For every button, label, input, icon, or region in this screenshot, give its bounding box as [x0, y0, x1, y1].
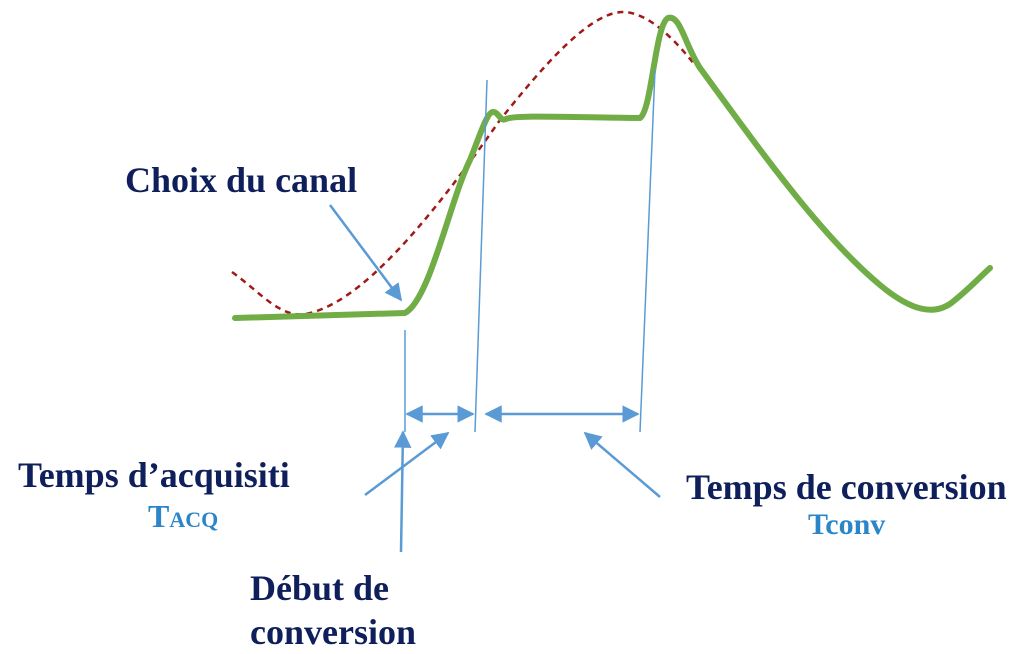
- start-label-line: conversion: [250, 612, 416, 652]
- arrows: [328, 204, 661, 553]
- conversion-label: Temps de conversion: [686, 467, 1007, 507]
- start-label-line: Début de: [250, 568, 390, 608]
- guides: [404, 69, 656, 433]
- channel-label: Choix du canal: [125, 160, 358, 200]
- guide-line: [639, 69, 656, 433]
- pointer-arrow: [583, 431, 661, 498]
- guide-line: [474, 79, 488, 433]
- conversion-symbol: Tconv: [808, 508, 886, 541]
- acquisition-symbol: TACQ: [148, 498, 219, 534]
- pointer-arrow: [328, 204, 403, 302]
- acquisition-label: Temps d’acquisiti: [18, 455, 290, 495]
- pointer-arrow: [364, 431, 450, 497]
- pointer-arrow: [393, 430, 412, 553]
- sampled-signal: [232, 14, 993, 321]
